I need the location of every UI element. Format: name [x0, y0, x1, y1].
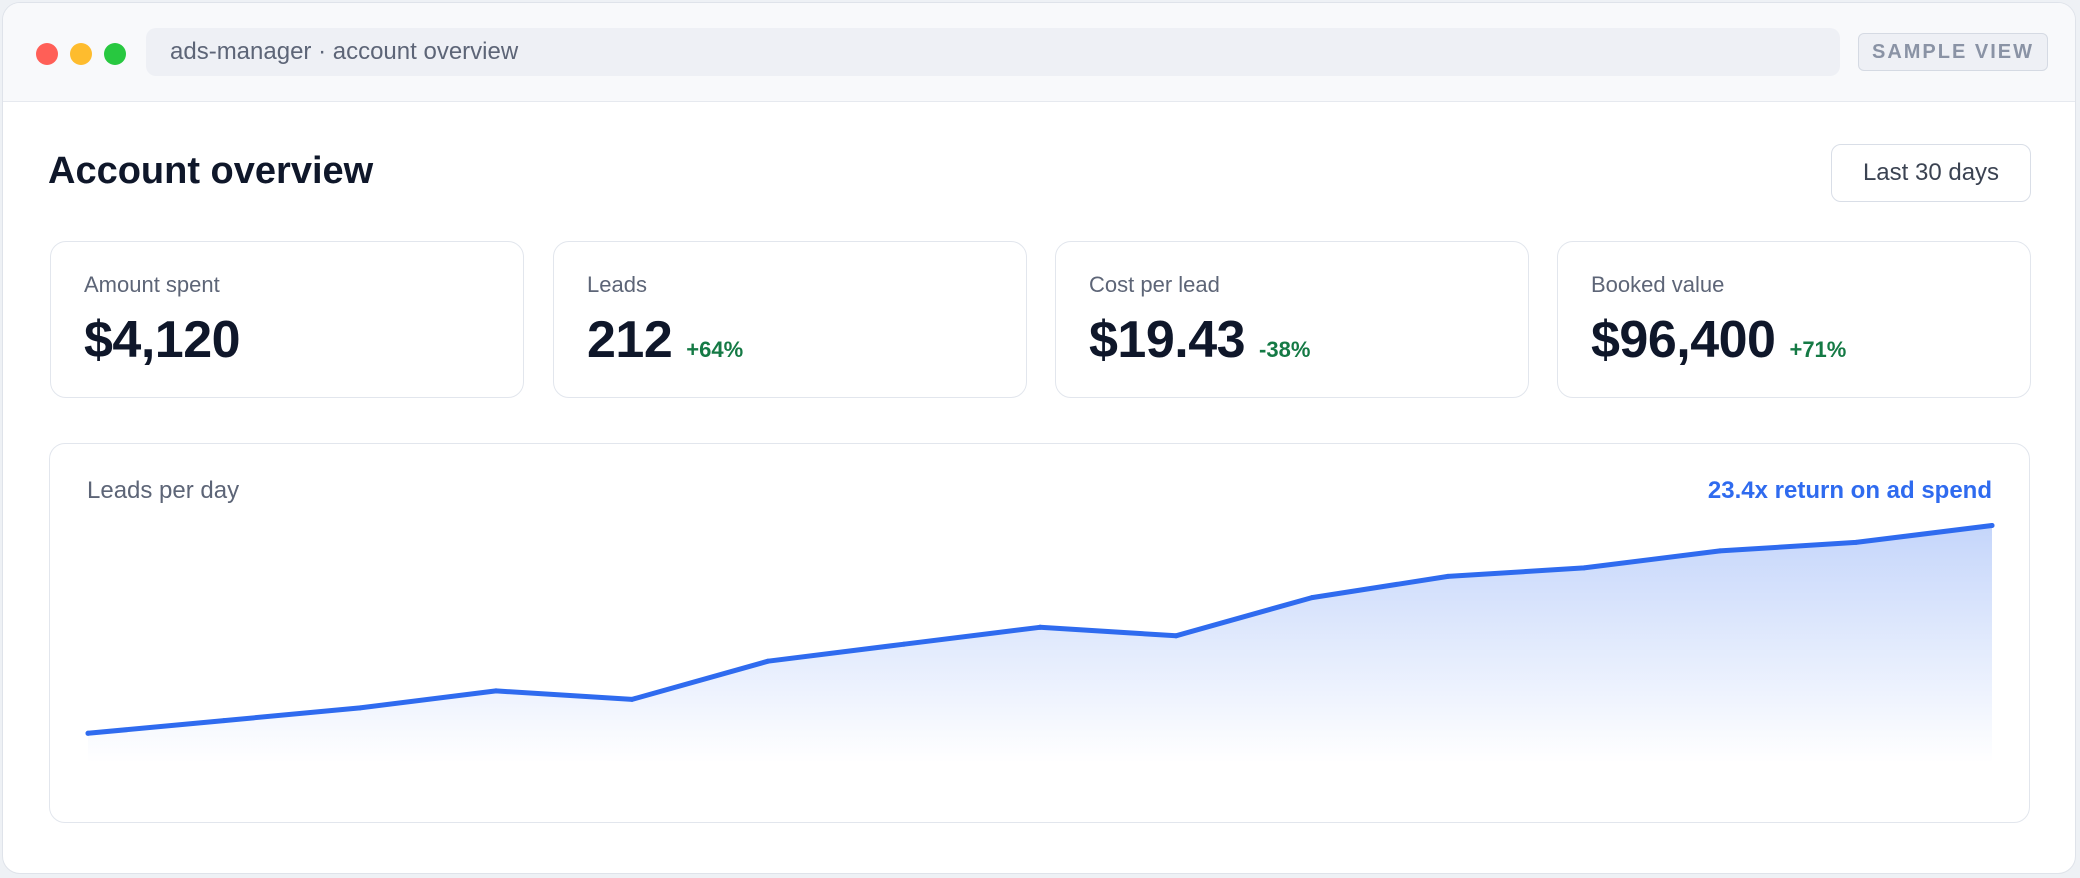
- chart-title: Leads per day: [87, 477, 240, 504]
- metric-delta: +71%: [1789, 337, 1847, 362]
- leads-point-day-6: [765, 658, 771, 664]
- metric-value: $19.43: [1089, 311, 1246, 369]
- leads-point-day-9: [1173, 633, 1179, 639]
- address-text: ads-manager · account overview: [170, 38, 519, 65]
- roas-label: 23.4x return on ad spend: [1707, 477, 1992, 504]
- close-window-button[interactable]: [36, 43, 58, 65]
- address-bar[interactable]: ads-manager · account overview: [146, 28, 1840, 76]
- metric-value: $4,120: [84, 311, 241, 369]
- leads-point-day-8: [1037, 624, 1043, 630]
- metric-label: Cost per lead: [1089, 272, 1220, 297]
- metric-label: Amount spent: [84, 272, 220, 297]
- leads-point-day-11: [1445, 573, 1451, 579]
- title-bar: ads-manager · account overview SAMPLE VI…: [3, 3, 2075, 102]
- metric-delta: +64%: [686, 337, 744, 362]
- page-title: Account overview: [48, 150, 374, 192]
- leads-point-day-13: [1717, 548, 1723, 554]
- metric-card-cost-per-lead: Cost per lead $19.43 -38%: [1055, 241, 1529, 398]
- leads-point-day-2: [221, 718, 227, 724]
- maximize-window-button[interactable]: [104, 43, 126, 65]
- leads-point-day-4: [493, 688, 499, 694]
- leads-point-day-15: [1989, 523, 1995, 528]
- leads-point-day-7: [901, 641, 907, 647]
- leads-point-day-12: [1581, 565, 1587, 571]
- leads-point-day-1: [85, 730, 91, 736]
- metric-label: Leads: [587, 272, 647, 297]
- leads-point-day-3: [357, 705, 363, 711]
- metric-label: Booked value: [1591, 272, 1725, 297]
- date-range-button[interactable]: Last 30 days: [1831, 144, 2031, 202]
- metric-value: 212: [587, 311, 673, 369]
- metric-delta: -38%: [1259, 337, 1311, 362]
- metric-card-amount-spent: Amount spent $4,120: [50, 241, 524, 398]
- sample-view-badge: SAMPLE VIEW: [1858, 33, 2048, 71]
- metric-card-leads: Leads 212 +64%: [553, 241, 1027, 398]
- metric-card-booked-value: Booked value $96,400 +71%: [1557, 241, 2031, 398]
- leads-point-day-10: [1309, 595, 1315, 601]
- leads-point-day-5: [629, 696, 635, 702]
- metric-value: $96,400: [1591, 311, 1776, 369]
- leads-area-fill: [88, 525, 1992, 763]
- minimize-window-button[interactable]: [70, 43, 92, 65]
- leads-point-day-14: [1853, 539, 1859, 545]
